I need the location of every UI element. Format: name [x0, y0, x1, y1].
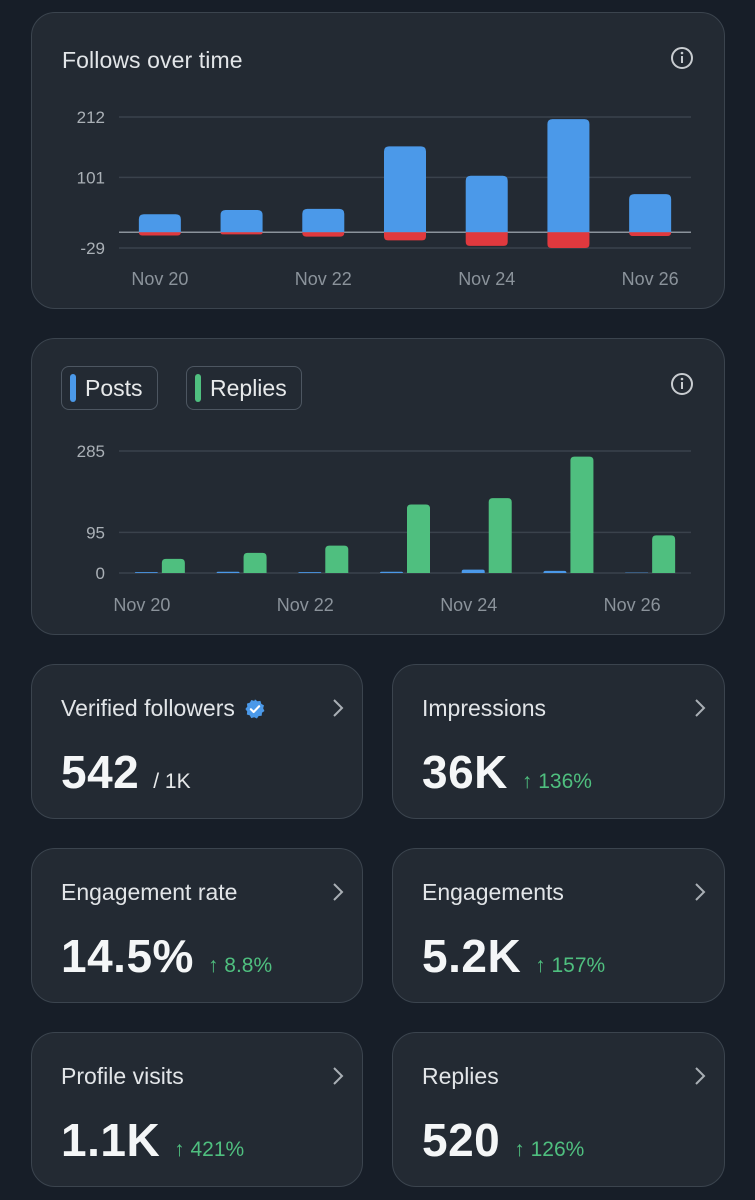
stat-label: Engagements [422, 879, 564, 905]
legend-replies[interactable]: Replies [186, 366, 302, 410]
legend-posts[interactable]: Posts [61, 366, 158, 410]
bar-lost [547, 232, 590, 248]
chevron-right-icon [695, 699, 706, 717]
stat-value-row: 1.1K ↑ 421% [61, 1113, 244, 1167]
bar-gained [302, 208, 345, 233]
y-tick-label: 0 [96, 564, 105, 583]
bar-gained [629, 194, 672, 233]
bar-replies [161, 558, 185, 573]
stat-delta: ↑ 126% [514, 1138, 585, 1161]
bar-gained [465, 175, 508, 233]
bar-lost [302, 232, 345, 237]
bar-posts [134, 572, 158, 573]
posts-replies-bar-chart: 285 95 0 Nov 20 Nov 22 Nov 24 Nov 26 [77, 442, 691, 615]
stat-value: 5.2K [422, 930, 522, 982]
bar-lost [138, 232, 181, 236]
posts-replies-chart-card: Posts Replies 285 95 0 Nov 20 Nov 22 Nov 24 No… [31, 338, 725, 635]
stat-label: Verified followers [61, 695, 266, 722]
x-tick-label: Nov 26 [604, 595, 661, 615]
x-tick-label: Nov 22 [295, 269, 352, 289]
legend-replies-swatch [195, 374, 201, 402]
bar-lost [465, 232, 508, 246]
stat-label: Profile visits [61, 1063, 184, 1089]
stat-delta: ↑ 421% [174, 1138, 245, 1161]
stat-value-row: 542 / 1K [61, 745, 191, 799]
bar-lost [384, 232, 426, 241]
bar-replies [570, 456, 594, 573]
bar-replies [243, 552, 267, 573]
stat-card-impressions[interactable]: Impressions 36K ↑ 136% [392, 664, 725, 819]
x-tick-label: Nov 24 [458, 269, 515, 289]
bar-gained [384, 146, 426, 233]
stat-value: 1.1K [61, 1114, 161, 1166]
bar-replies [325, 545, 349, 573]
info-icon[interactable] [670, 46, 694, 70]
x-tick-label: Nov 26 [622, 269, 679, 289]
chart-title: Follows over time [62, 47, 243, 73]
stat-card-verified-followers[interactable]: Verified followers 542 / 1K [31, 664, 363, 819]
x-tick-label: Nov 20 [131, 269, 188, 289]
bar-gained [547, 119, 590, 233]
stat-delta: ↑ 157% [535, 954, 606, 977]
stat-label: Impressions [422, 695, 546, 721]
legend-posts-swatch [70, 374, 76, 402]
chevron-right-icon [695, 1067, 706, 1085]
follows-chart-card: Follows over time 212 101 -29 Nov 20 Nov 22 N… [31, 12, 725, 309]
stat-goal: / 1K [153, 770, 191, 793]
legend-posts-label: Posts [85, 374, 143, 401]
y-tick-label: 212 [77, 108, 105, 127]
bar-replies [407, 504, 430, 573]
bar-replies [652, 535, 676, 573]
chevron-right-icon [695, 883, 706, 901]
stat-delta: ↑ 136% [521, 770, 592, 793]
verified-badge-icon [245, 698, 265, 719]
bar-posts [543, 570, 567, 573]
stat-label-text: Verified followers [61, 695, 235, 721]
bar-replies [488, 498, 512, 573]
stat-value: 14.5% [61, 930, 194, 982]
y-tick-label: 285 [77, 442, 105, 461]
bar-lost [629, 232, 672, 237]
stat-delta: ↑ 8.8% [207, 954, 273, 977]
stat-card-engagement-rate[interactable]: Engagement rate 14.5% ↑ 8.8% [31, 848, 363, 1003]
y-tick-label: -29 [80, 239, 105, 258]
stat-value-row: 36K ↑ 136% [422, 745, 592, 799]
chevron-right-icon [333, 1067, 344, 1085]
chevron-right-icon [333, 699, 344, 717]
legend-replies-label: Replies [210, 374, 287, 401]
stat-card-engagements[interactable]: Engagements 5.2K ↑ 157% [392, 848, 725, 1003]
bar-posts [298, 572, 322, 573]
stat-value-row: 520 ↑ 126% [422, 1113, 584, 1167]
chevron-right-icon [333, 883, 344, 901]
stat-value-row: 14.5% ↑ 8.8% [61, 929, 272, 983]
stat-label: Replies [422, 1063, 499, 1089]
stat-card-replies[interactable]: Replies 520 ↑ 126% [392, 1032, 725, 1187]
stat-value: 520 [422, 1114, 501, 1166]
bar-posts [216, 571, 240, 573]
stat-card-profile-visits[interactable]: Profile visits 1.1K ↑ 421% [31, 1032, 363, 1187]
stat-label: Engagement rate [61, 879, 238, 905]
x-tick-label: Nov 20 [113, 595, 170, 615]
stat-value: 36K [422, 746, 508, 798]
y-tick-label: 101 [77, 168, 105, 187]
bar-lost [220, 232, 263, 235]
x-tick-label: Nov 24 [440, 595, 497, 615]
x-tick-label: Nov 22 [277, 595, 334, 615]
bar-posts [380, 571, 403, 573]
bar-gained [220, 209, 263, 233]
info-icon[interactable] [670, 372, 694, 396]
stat-value: 542 [61, 746, 140, 798]
stat-value-row: 5.2K ↑ 157% [422, 929, 605, 983]
bar-posts [461, 569, 485, 573]
bar-gained [138, 214, 181, 233]
follows-bar-chart: 212 101 -29 Nov 20 Nov 22 Nov 24 Nov 26 [77, 108, 691, 289]
y-tick-label: 95 [86, 523, 105, 542]
